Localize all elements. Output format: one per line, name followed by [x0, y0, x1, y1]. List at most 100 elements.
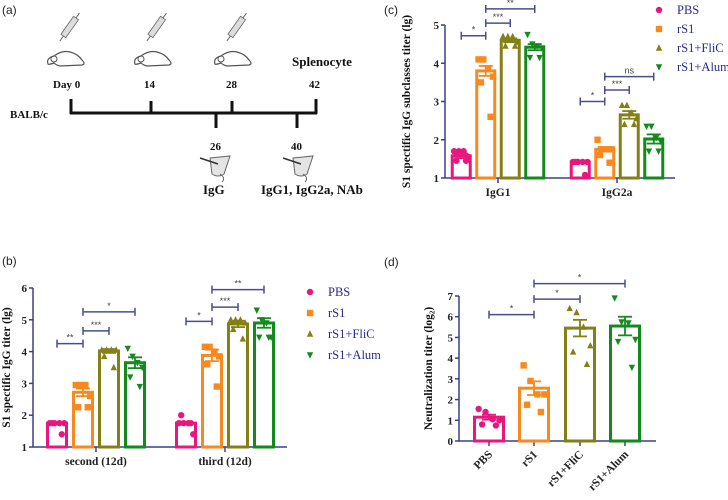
y-tick-label: 2 — [22, 410, 28, 422]
legend-marker — [655, 25, 663, 33]
y-tick-label: 6 — [22, 283, 28, 295]
legend-item: PBS — [306, 285, 350, 299]
data-point — [526, 54, 534, 62]
data-point — [113, 346, 120, 353]
data-point — [657, 138, 665, 146]
data-point — [569, 348, 577, 355]
data-point — [652, 135, 660, 142]
data-point — [480, 56, 487, 63]
bar — [524, 45, 546, 180]
data-point — [482, 408, 489, 416]
data-point — [253, 307, 260, 314]
data-point — [608, 146, 616, 153]
bar — [475, 69, 497, 180]
timeline-axis — [69, 99, 318, 128]
bar — [98, 349, 120, 449]
data-point — [533, 43, 541, 50]
data-point — [190, 431, 197, 438]
significance-label: * — [472, 25, 476, 35]
data-point — [573, 308, 580, 316]
data-point — [499, 32, 507, 40]
legend-label: rS1+Alum — [328, 348, 381, 362]
data-point — [77, 381, 84, 389]
data-point — [502, 42, 509, 49]
data-point — [632, 336, 639, 344]
data-point — [60, 419, 68, 427]
data-point — [124, 345, 131, 353]
data-point — [643, 123, 650, 131]
data-point — [206, 343, 213, 351]
data-point — [527, 377, 534, 385]
significance-label: *** — [220, 296, 231, 306]
data-point — [450, 148, 458, 155]
legend-marker — [306, 288, 314, 296]
data-point — [178, 412, 185, 419]
data-point — [583, 360, 591, 368]
significance-label: *** — [91, 320, 102, 330]
data-point — [538, 45, 546, 52]
data-point — [213, 383, 220, 390]
data-point — [611, 295, 618, 302]
y-tick-label: 5 — [434, 20, 440, 32]
bar — [643, 137, 665, 180]
y-tick-label: 5 — [448, 332, 454, 344]
data-point — [496, 417, 503, 424]
x-tick-label: rS1 — [519, 448, 540, 469]
data-point — [606, 159, 613, 166]
legend-marker — [306, 330, 314, 337]
chart-neutralization: 0 1 2 3 4 5 6 7 Neutralization titer (log₂) PBS rS… — [423, 273, 656, 493]
y-tick-label: 4 — [22, 347, 28, 359]
data-point — [579, 158, 586, 166]
panel-label-d: (d) — [384, 255, 399, 269]
data-point — [175, 419, 182, 427]
significance-label: * — [578, 273, 582, 283]
data-point — [523, 401, 531, 408]
data-point — [108, 346, 115, 353]
mouse-syringe-icon — [47, 12, 85, 67]
data-point — [72, 381, 79, 389]
data-point — [655, 148, 662, 155]
y-tick-label: 3 — [448, 374, 454, 386]
y-axis-title: Neutralization titer (log₂) — [423, 307, 435, 430]
y-tick-label: 2 — [434, 135, 440, 147]
legend-marker — [655, 64, 663, 71]
data-point — [534, 391, 541, 398]
significance-label: * — [107, 301, 111, 311]
significance-label: *** — [493, 12, 504, 22]
legend-label: rS1+Alum — [677, 60, 728, 74]
significance-label: *** — [612, 79, 623, 89]
data-point — [256, 334, 263, 341]
legend-item: rS1+Alum — [306, 348, 381, 362]
blood-sampling-icon — [199, 155, 231, 183]
y-tick-label: 0 — [448, 436, 454, 448]
day-label-42: 42 — [309, 79, 321, 91]
legend-label: PBS — [328, 285, 350, 299]
legend-marker — [655, 44, 663, 51]
data-point — [566, 304, 573, 312]
bar — [72, 390, 94, 449]
panel-label-a: (a) — [2, 3, 17, 17]
data-point — [84, 404, 91, 411]
x-tick-label: rS1+Alum — [586, 448, 631, 493]
data-point — [230, 325, 237, 333]
x-tick-label: second (12d) — [65, 456, 127, 468]
data-point — [98, 346, 105, 353]
data-point — [596, 151, 604, 159]
bar — [499, 38, 521, 180]
data-point — [103, 346, 110, 353]
day-label-40: 40 — [291, 141, 303, 153]
legend-item: rS1 — [306, 306, 345, 320]
data-point — [227, 316, 234, 323]
y-axis-title: S1 spectific IgG titer (lg) — [1, 307, 13, 428]
data-point — [56, 419, 63, 427]
data-point — [204, 361, 211, 368]
significance-label: * — [510, 304, 514, 314]
data-point — [232, 316, 239, 323]
significance-label: * — [591, 91, 595, 101]
legend-item: rS1 — [655, 22, 694, 36]
data-point — [541, 391, 548, 398]
significance-label: * — [197, 310, 201, 320]
y-tick-label: 1 — [22, 442, 28, 454]
y-tick-label: 3 — [22, 378, 28, 390]
